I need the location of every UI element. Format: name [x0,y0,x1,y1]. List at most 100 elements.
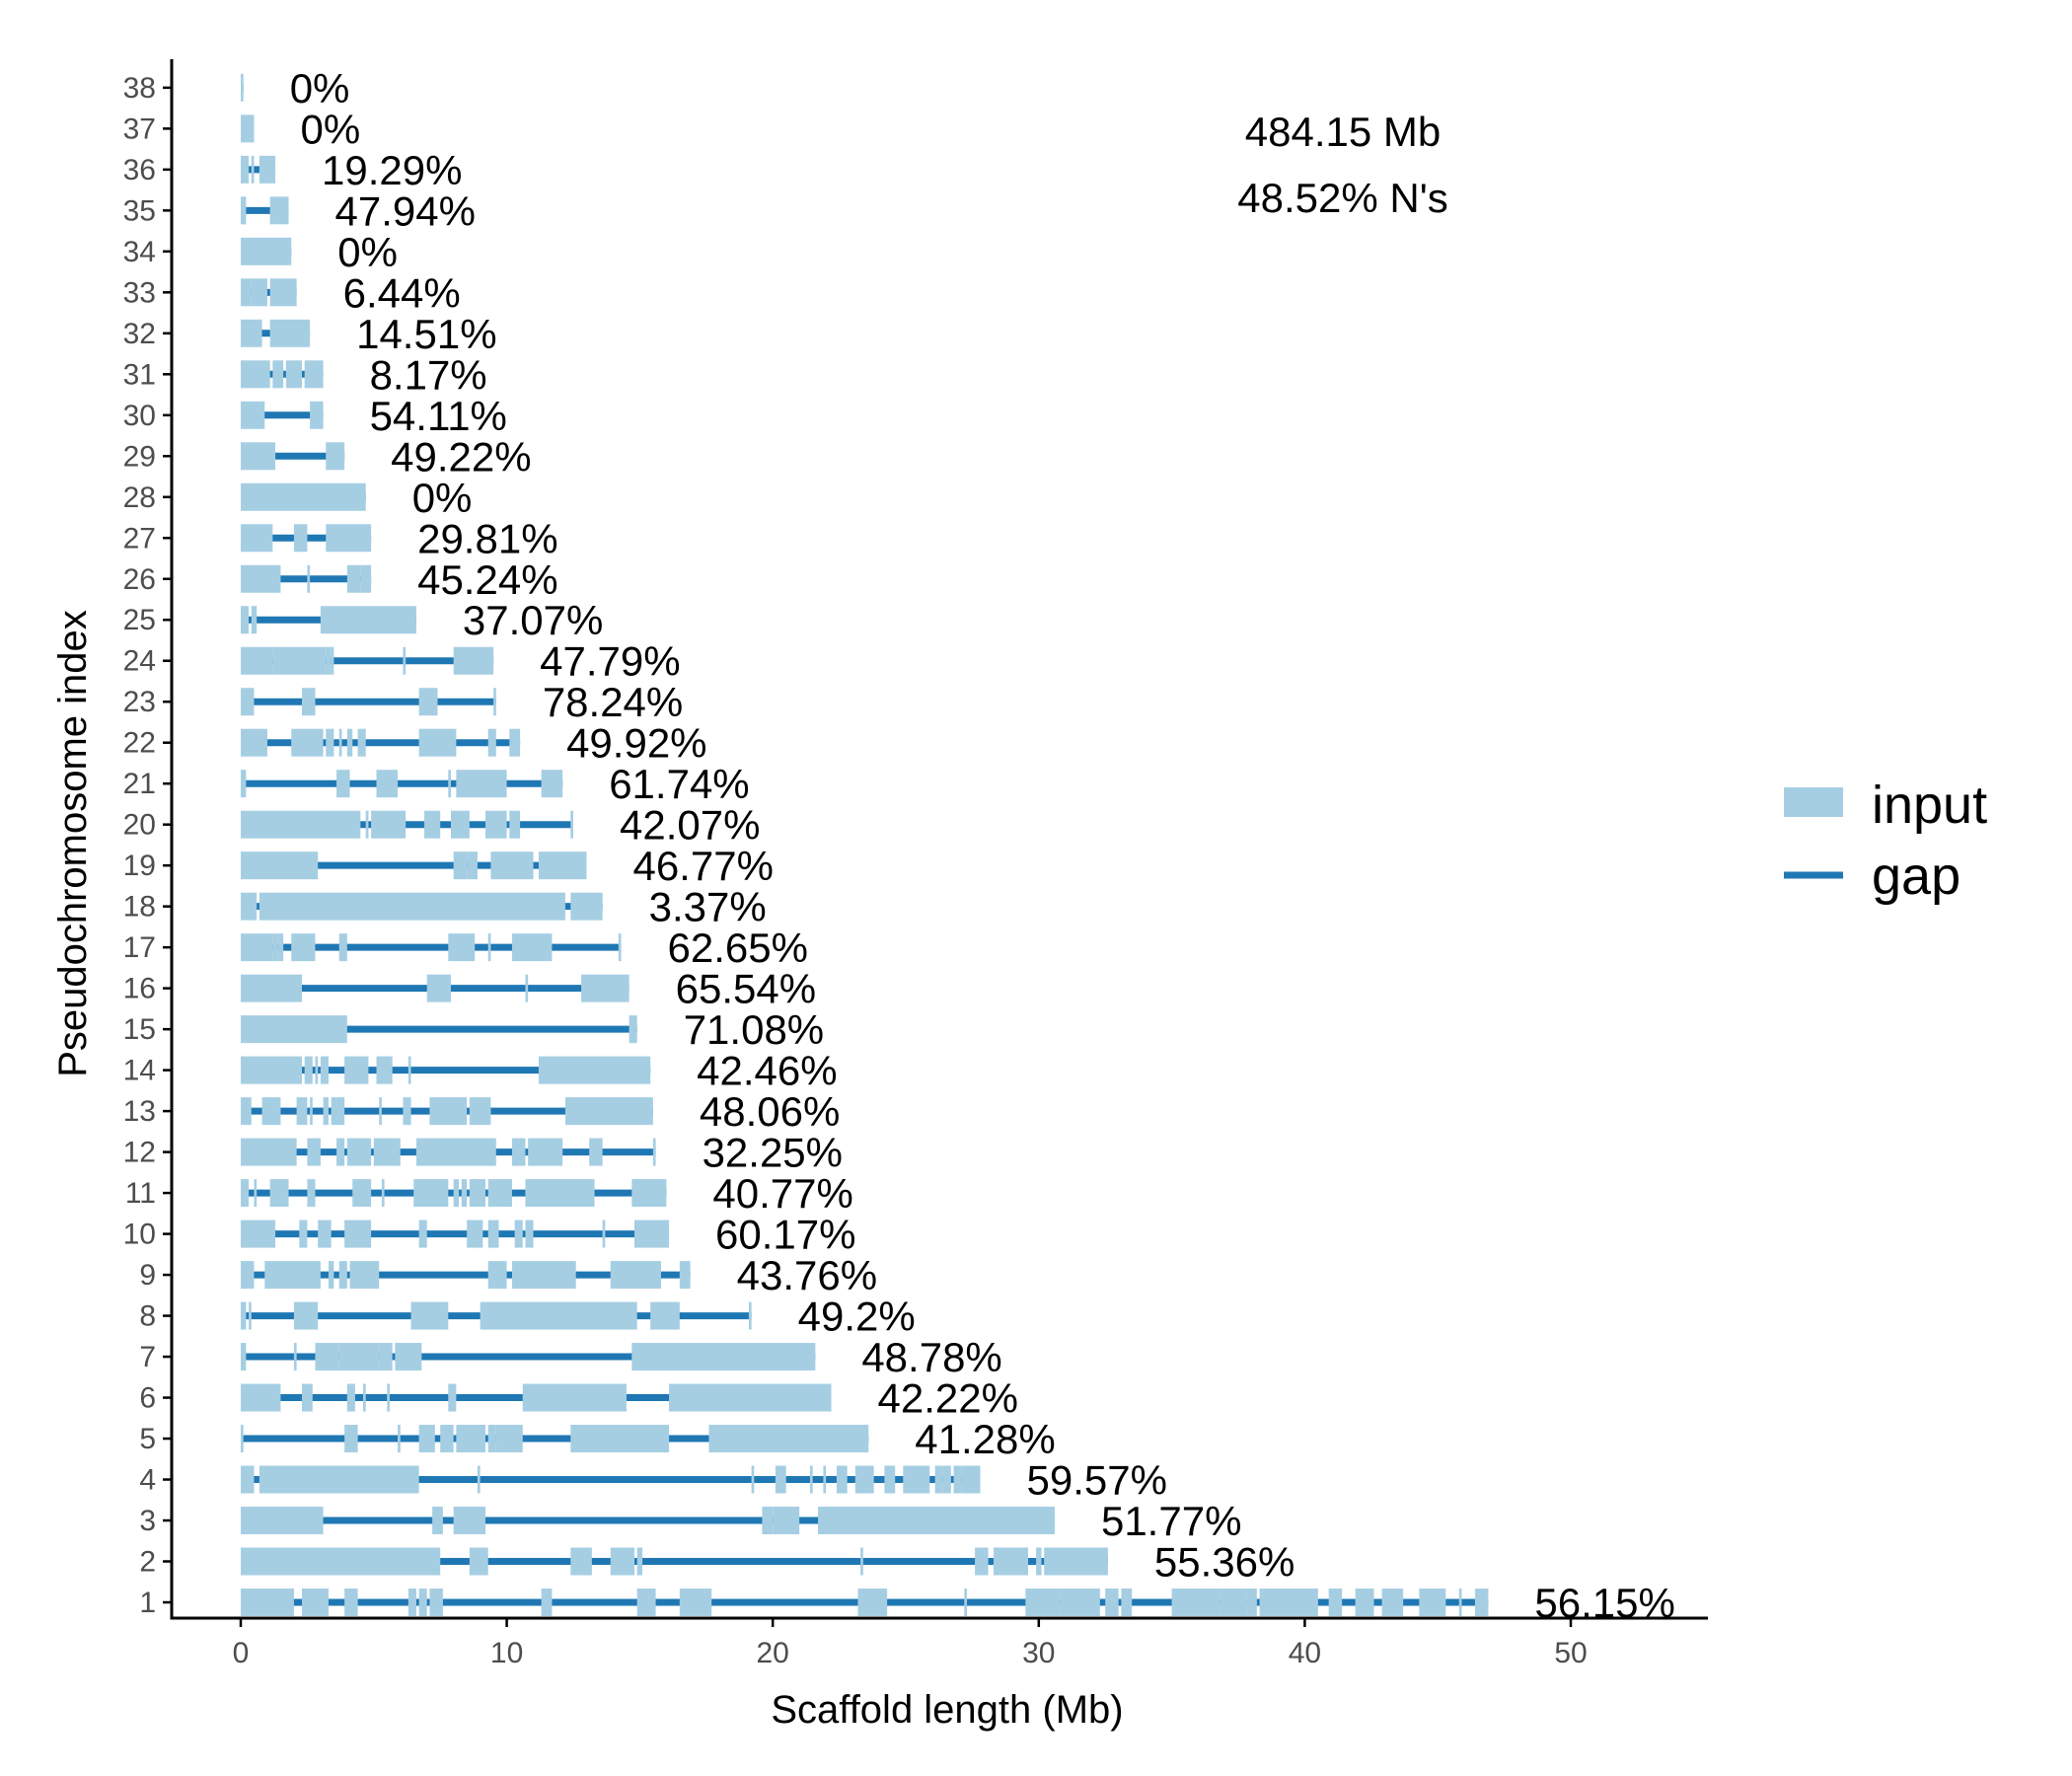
axes: 1234567891011121314151617181920212223242… [123,59,1708,1669]
y-tick-label: 27 [123,522,156,555]
input-segment [259,892,565,921]
scaffold-row-33: 6.44% [241,269,461,316]
input-segment [418,728,457,757]
x-tick-label: 20 [757,1637,789,1669]
gap-percent-label: 29.81% [417,515,557,561]
plot-area: 56.15%55.36%51.77%59.57%41.28%42.22%48.7… [241,65,1675,1626]
input-segment [1381,1589,1404,1616]
input-segment [291,728,324,757]
input-segment [379,1097,382,1126]
input-segment [1121,1589,1133,1616]
scaffold-row-6: 42.22% [241,1375,1018,1422]
input-segment [469,1097,473,1126]
input-segment [315,1056,319,1084]
input-segment [241,278,252,307]
input-segment [241,1343,247,1371]
input-segment [326,646,332,675]
input-segment [373,1138,401,1166]
input-segment [448,1383,457,1412]
input-segment [241,1138,297,1166]
input-segment [415,1138,496,1166]
input-segment [410,1301,449,1330]
y-tick-label: 8 [139,1300,156,1333]
input-segment [631,1179,667,1208]
input-segment [241,646,273,675]
input-segment [487,933,491,962]
y-tick-label: 34 [123,236,156,268]
input-segment [538,1056,651,1084]
y-tick-label: 12 [123,1137,156,1169]
input-segment [762,1507,774,1535]
input-segment [299,1220,308,1248]
input-segment [418,1220,427,1248]
x-tick-label: 10 [490,1637,523,1669]
y-tick-label: 9 [139,1259,156,1292]
input-segment [338,933,347,962]
input-segment [961,1465,981,1494]
gap-percent-label: 45.24% [417,556,557,603]
input-segment [487,1425,496,1453]
input-segment [581,974,629,1002]
y-tick-label: 20 [123,809,156,842]
input-segment [357,728,366,757]
input-segment [336,1097,342,1126]
input-segment [1036,1547,1042,1576]
y-tick-label: 3 [139,1505,156,1537]
input-segment [310,1097,313,1126]
y-tick-label: 22 [123,727,156,760]
y-tick-label: 14 [123,1055,156,1087]
input-segment [418,1425,435,1453]
input-segment [456,770,507,798]
input-segment [522,1383,627,1412]
scaffold-row-8: 49.2% [241,1294,916,1340]
input-segment [634,1425,670,1453]
scaffold-row-10: 60.17% [241,1212,856,1258]
gap-percent-label: 0% [300,106,360,152]
input-segment [472,1097,491,1126]
gap-percent-label: 49.2% [798,1294,916,1340]
gap-percent-label: 46.77% [632,843,773,889]
scaffold-row-13: 48.06% [241,1088,840,1135]
input-segment [490,851,534,880]
input-segment [511,933,553,962]
scaffold-row-29: 49.22% [241,433,532,480]
input-segment [602,1220,606,1248]
gap-percent-label: 40.77% [712,1170,852,1217]
legend: input gap [1784,776,1987,906]
input-segment [277,933,284,962]
input-segment [751,1465,755,1494]
scaffold-row-2: 55.36% [241,1539,1295,1586]
input-segment [352,1179,372,1208]
x-tick-label: 0 [233,1637,250,1669]
input-segment [570,892,603,921]
scaffold-row-19: 46.77% [241,843,774,889]
scaffold-row-31: 8.17% [241,351,487,398]
input-segment [748,1301,752,1330]
input-segment [338,1343,380,1371]
y-tick-label: 13 [123,1095,156,1128]
gap-percent-label: 42.07% [620,802,760,849]
y-tick-label: 38 [123,72,156,105]
scaffold-row-20: 42.07% [241,802,760,849]
input-segment [344,1589,358,1616]
input-segment [418,688,438,716]
y-axis-title: Pseudochromosome index [51,610,95,1077]
input-segment [241,73,244,102]
input-segment [241,770,247,798]
input-segment [1246,1589,1257,1616]
input-segment [525,1179,595,1208]
input-segment [241,1425,244,1453]
input-segment [413,1179,449,1208]
scaffold-row-23: 78.24% [241,679,683,725]
input-segment [269,278,297,307]
input-segment [903,1465,930,1494]
y-tick-label: 7 [139,1341,156,1373]
input-segment [251,278,267,307]
input-segment [241,1507,324,1535]
input-segment [610,1261,661,1290]
input-segment [249,1301,252,1330]
y-tick-label: 28 [123,481,156,514]
gap-percent-label: 48.78% [861,1334,1001,1380]
input-segment [487,1179,512,1208]
input-segment [448,770,451,798]
